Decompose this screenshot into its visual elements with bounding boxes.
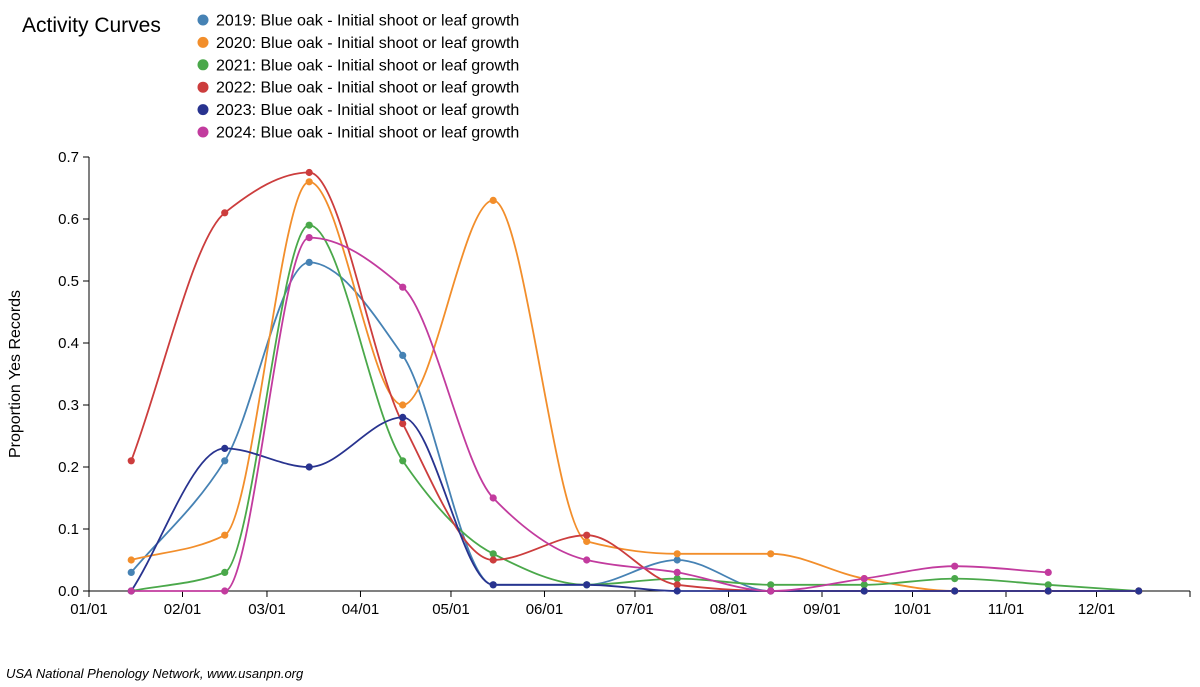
series-lines (130, 171, 1139, 592)
data-point (673, 556, 681, 564)
data-point (951, 575, 959, 583)
data-point (221, 457, 229, 465)
data-point (305, 463, 313, 471)
data-point (221, 209, 229, 217)
data-point (673, 581, 681, 589)
data-point (673, 568, 681, 577)
data-point (221, 587, 229, 595)
series-line-3 (131, 224, 1139, 592)
data-point (1044, 581, 1052, 589)
x-tick-label: 06/01 (526, 601, 564, 618)
legend-label: 2023: Blue oak - Initial shoot or leaf g… (216, 102, 519, 119)
legend-swatch (197, 36, 209, 48)
x-tick-label: 10/01 (894, 601, 932, 618)
data-point (127, 568, 135, 577)
chart-title: Activity Curves (22, 14, 161, 37)
y-tick-label: 0.3 (58, 397, 79, 414)
y-tick-label: 0.5 (58, 273, 79, 290)
legend-label: 2019: Blue oak - Initial shoot or leaf g… (216, 13, 519, 30)
x-tick-label: 02/01 (164, 601, 202, 618)
x-tick-label: 04/01 (342, 601, 380, 618)
data-point (399, 401, 407, 409)
x-tick-label: 08/01 (710, 601, 748, 618)
x-tick-label: 07/01 (616, 601, 654, 618)
data-point (1044, 568, 1052, 577)
data-point (399, 420, 407, 428)
series-line-4 (130, 171, 1139, 592)
y-tick-label: 0.1 (58, 521, 79, 538)
y-axis-label: Proportion Yes Records (7, 290, 24, 458)
x-tick-label: 05/01 (432, 601, 470, 618)
y-tick-label: 0.0 (58, 583, 79, 600)
series-line-1 (130, 261, 1139, 592)
data-point (767, 550, 775, 558)
data-point (305, 168, 313, 177)
data-point (305, 234, 313, 242)
legend-label: 2024: Blue oak - Initial shoot or leaf g… (216, 125, 519, 142)
legend-swatch (197, 14, 209, 26)
legend-swatch (197, 81, 209, 93)
y-tick-label: 0.2 (58, 459, 79, 476)
data-point (583, 581, 591, 589)
data-point (399, 457, 407, 465)
series-points (127, 168, 1143, 595)
data-point (127, 556, 135, 564)
data-point (583, 556, 591, 564)
y-axis: 0.0 0.1 0.2 0.3 0.4 0.5 0.6 0.7 (58, 149, 90, 600)
data-point (489, 550, 497, 558)
legend-label: 2022: Blue oak - Initial shoot or leaf g… (216, 80, 519, 97)
data-point (1044, 587, 1052, 595)
x-tick-label: 11/01 (988, 601, 1024, 618)
data-point (489, 196, 497, 204)
data-point (673, 575, 681, 583)
footer-credit: USA National Phenology Network, www.usan… (6, 666, 304, 681)
y-tick-label: 0.6 (58, 211, 79, 228)
x-tick-label: 03/01 (248, 601, 286, 618)
series-line-2 (130, 180, 1139, 592)
data-point (489, 581, 497, 589)
series-line-6 (131, 236, 1049, 592)
data-point (127, 457, 135, 465)
data-point (860, 581, 868, 589)
legend: 2019: Blue oak - Initial shoot or leaf g… (197, 13, 519, 142)
data-point (951, 587, 959, 595)
data-point (399, 351, 407, 359)
legend-label: 2021: Blue oak - Initial shoot or leaf g… (216, 57, 519, 74)
legend-swatch (197, 104, 209, 116)
y-tick-label: 0.4 (58, 335, 79, 352)
data-point (221, 531, 229, 539)
x-tick-label: 01/01 (70, 601, 108, 618)
data-point (583, 537, 591, 546)
legend-swatch (197, 126, 209, 138)
x-axis: 01/01 02/01 03/01 04/01 05/01 06/01 07/01 08/01… (70, 590, 1191, 618)
data-point (767, 587, 775, 595)
data-point (583, 531, 591, 539)
data-point (673, 587, 681, 595)
data-point (399, 283, 407, 291)
series-line-5 (130, 416, 1139, 592)
y-tick-label: 0.7 (58, 149, 79, 166)
data-point (673, 550, 681, 558)
data-point (221, 568, 229, 577)
data-point (489, 494, 497, 502)
data-point (127, 587, 135, 595)
data-point (489, 556, 497, 564)
data-point (221, 444, 229, 452)
data-point (1135, 587, 1143, 595)
data-point (399, 413, 407, 421)
x-tick-label: 09/01 (803, 601, 841, 618)
legend-label: 2020: Blue oak - Initial shoot or leaf g… (216, 35, 519, 52)
data-point (305, 258, 313, 266)
data-point (767, 581, 775, 589)
legend-swatch (197, 59, 209, 71)
x-tick-label: 12/01 (1078, 601, 1116, 618)
data-point (305, 178, 313, 186)
data-point (305, 221, 313, 229)
data-point (860, 587, 868, 595)
data-point (951, 562, 959, 570)
data-point (860, 575, 868, 583)
